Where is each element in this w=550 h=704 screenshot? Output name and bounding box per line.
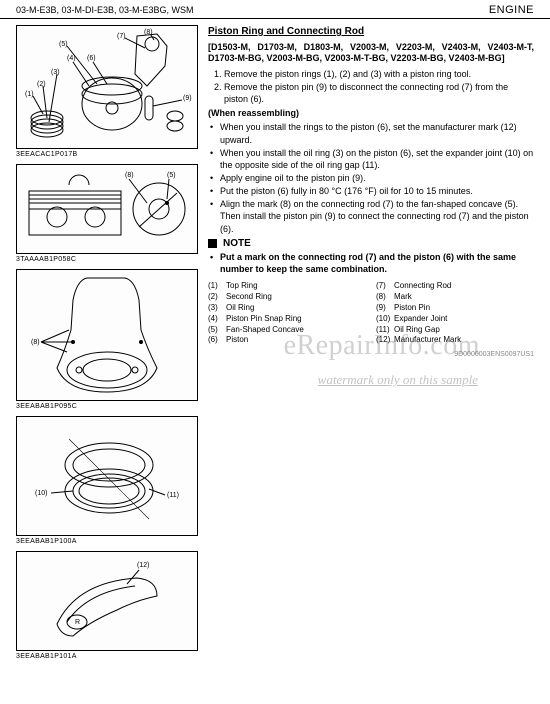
- figure-4: (10) (11): [16, 416, 198, 536]
- legend-text: Fan-Shaped Concave: [226, 325, 304, 336]
- legend-right: (7)Connecting Rod (8)Mark (9)Piston Pin …: [376, 281, 534, 346]
- legend-num: (7): [376, 281, 394, 292]
- figure-5-code: 3EEABAB1P101A: [16, 653, 198, 660]
- note-body: Put a mark on the connecting rod (7) and…: [208, 251, 534, 275]
- figure-1: (1) (2) (3) (4) (5) (6) (7) (8) (9): [16, 25, 198, 149]
- legend-num: (8): [376, 292, 394, 303]
- section-title: Piston Ring and Connecting Rod: [208, 25, 534, 39]
- legend-num: (2): [208, 292, 226, 303]
- figure-1-code: 3EEACAC1P017B: [16, 151, 198, 158]
- legend-text: Expander Joint: [394, 314, 447, 325]
- legend-text: Piston: [226, 335, 248, 346]
- legend-text: Connecting Rod: [394, 281, 451, 292]
- note-label: NOTE: [223, 237, 251, 251]
- legend-num: (11): [376, 325, 394, 336]
- legend-num: (4): [208, 314, 226, 325]
- svg-text:(3): (3): [51, 69, 60, 76]
- svg-text:(8): (8): [125, 172, 134, 179]
- step-2: Remove the piston pin (9) to disconnect …: [224, 81, 534, 105]
- reassemble-item: Put the piston (6) fully in 80 °C (176 °…: [220, 185, 534, 197]
- legend-text: Top Ring: [226, 281, 258, 292]
- procedure-steps: Remove the piston rings (1), (2) and (3)…: [208, 68, 534, 105]
- text-column: Piston Ring and Connecting Rod [D1503-M,…: [208, 25, 534, 666]
- reassemble-item: Align the mark (8) on the connecting rod…: [220, 198, 534, 234]
- svg-text:(8): (8): [31, 339, 40, 346]
- legend-text: Piston Pin Snap Ring: [226, 314, 302, 325]
- header-right: ENGINE: [489, 4, 534, 16]
- svg-text:(2): (2): [37, 81, 46, 88]
- legend-num: (3): [208, 303, 226, 314]
- svg-text:(7): (7): [117, 33, 126, 40]
- legend-left: (1)Top Ring (2)Second Ring (3)Oil Ring (…: [208, 281, 366, 346]
- figure-3: (8): [16, 269, 198, 401]
- reassemble-item: When you install the oil ring (3) on the…: [220, 147, 534, 171]
- reassembling-head: (When reassembling): [208, 107, 534, 119]
- legend-text: Mark: [394, 292, 412, 303]
- legend-text: Second Ring: [226, 292, 272, 303]
- svg-text:(9): (9): [183, 95, 192, 102]
- svg-text:(5): (5): [59, 41, 68, 48]
- legend-num: (5): [208, 325, 226, 336]
- parts-legend: (1)Top Ring (2)Second Ring (3)Oil Ring (…: [208, 281, 534, 346]
- reassemble-item: When you install the rings to the piston…: [220, 121, 534, 145]
- legend-num: (10): [376, 314, 394, 325]
- legend-num: (9): [376, 303, 394, 314]
- legend-text: Piston Pin: [394, 303, 430, 314]
- header-left: 03-M-E3B, 03-M-DI-E3B, 03-M-E3BG, WSM: [16, 5, 194, 15]
- svg-text:(12): (12): [137, 562, 149, 569]
- step-1: Remove the piston rings (1), (2) and (3)…: [224, 68, 534, 80]
- legend-text: Oil Ring Gap: [394, 325, 440, 336]
- legend-text: Oil Ring: [226, 303, 254, 314]
- legend-num: (1): [208, 281, 226, 292]
- model-list: [D1503-M, D1703-M, D1803-M, V2003-M, V22…: [208, 42, 534, 65]
- figure-2: (5) (8): [16, 164, 198, 254]
- legend-text: Manufacturer Mark: [394, 335, 461, 346]
- note-header: NOTE: [208, 237, 534, 251]
- figure-2-code: 3TAAAAB1P058C: [16, 256, 198, 263]
- figures-column: (1) (2) (3) (4) (5) (6) (7) (8) (9) 3EEA…: [16, 25, 198, 666]
- figure-3-code: 3EEABAB1P095C: [16, 403, 198, 410]
- figure-4-code: 3EEABAB1P100A: [16, 538, 198, 545]
- reassembling-list: When you install the rings to the piston…: [208, 121, 534, 234]
- legend-num: (12): [376, 335, 394, 346]
- legend-num: (6): [208, 335, 226, 346]
- svg-text:(10): (10): [35, 490, 47, 497]
- svg-text:(11): (11): [167, 492, 179, 499]
- figure-5: R (12): [16, 551, 198, 651]
- content-area: (1) (2) (3) (4) (5) (6) (7) (8) (9) 3EEA…: [0, 19, 550, 666]
- page-header: 03-M-E3B, 03-M-DI-E3B, 03-M-E3BG, WSM EN…: [0, 0, 550, 19]
- svg-text:(6): (6): [87, 55, 96, 62]
- reassemble-item: Apply engine oil to the piston pin (9).: [220, 172, 534, 184]
- note-square-icon: [208, 239, 217, 248]
- svg-text:(4): (4): [67, 55, 76, 62]
- svg-text:R: R: [75, 619, 80, 626]
- svg-text:(1): (1): [25, 91, 34, 98]
- document-id: 9D0000003ENS0097US1: [208, 350, 534, 359]
- svg-text:(5): (5): [167, 172, 176, 179]
